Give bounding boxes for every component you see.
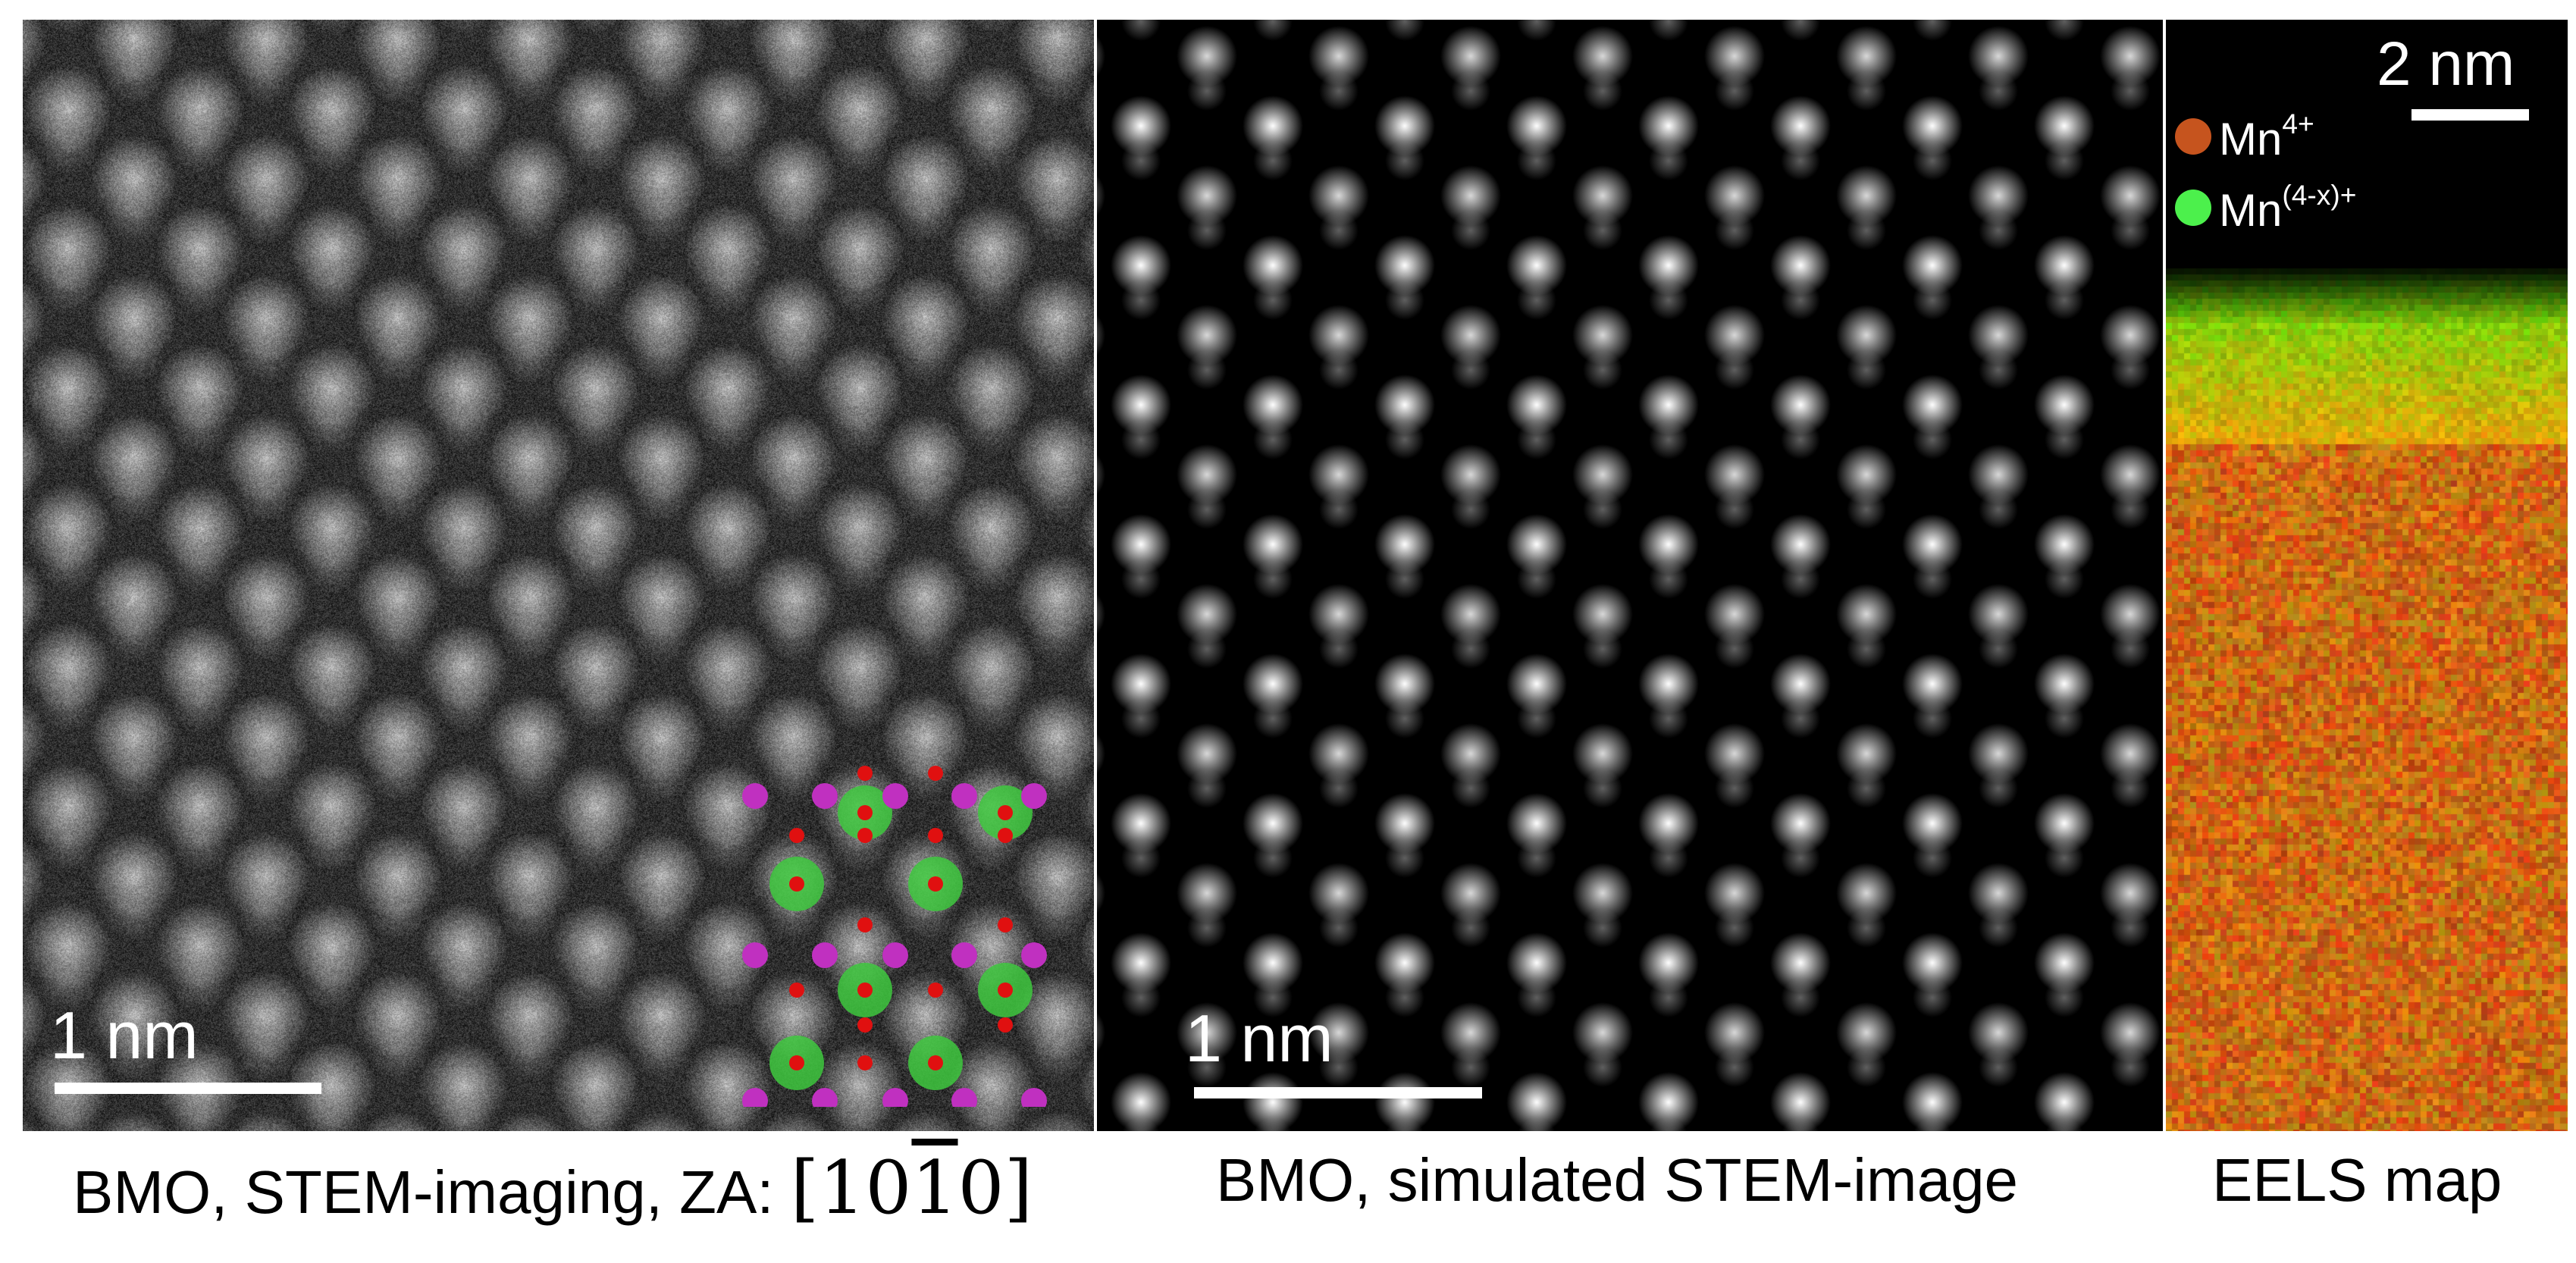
inset-purple-atom: [882, 783, 908, 809]
inset-red-atom: [928, 876, 943, 892]
inset-red-atom: [789, 1055, 804, 1070]
zone-axis: [1010]: [791, 1145, 1033, 1230]
inset-red-atom: [998, 917, 1013, 932]
caption-simulated: BMO, simulated STEM-image: [1216, 1141, 2018, 1220]
eels-map-panel: 2 nm Mn4+ Mn(4-x)+: [2166, 20, 2568, 1131]
scalebar-simulated: [1194, 1087, 1482, 1098]
inset-purple-atom: [882, 942, 908, 968]
legend-item-mn4-x: Mn(4-x)+: [2175, 179, 2357, 237]
inset-red-atom: [857, 1017, 873, 1033]
scalebar-label-simulated: 1 nm: [1185, 1005, 1333, 1072]
inset-red-atom: [857, 766, 873, 781]
inset-red-atom: [928, 766, 943, 781]
stem-image-panel: 1 nm: [23, 20, 1094, 1131]
inset-purple-atom: [882, 1088, 908, 1107]
legend-item-mn4: Mn4+: [2175, 108, 2314, 165]
scalebar-stem: [55, 1083, 321, 1094]
caption-eels: EELS map: [2212, 1141, 2502, 1220]
inset-purple-atom: [1021, 783, 1047, 809]
inset-red-atom: [857, 828, 873, 843]
inset-red-atom: [789, 876, 804, 892]
legend-swatch-mn4-x: [2175, 190, 2211, 226]
caption-stem-text: BMO, STEM-imaging, ZA:: [73, 1158, 791, 1226]
inset-red-atom: [928, 983, 943, 998]
inset-red-atom: [928, 1055, 943, 1070]
caption-stem: BMO, STEM-imaging, ZA: [1010]: [73, 1141, 1033, 1236]
inset-red-atom: [857, 805, 873, 820]
crystal-structure-inset: [740, 751, 1094, 1107]
scalebar-label-stem: 1 nm: [50, 1002, 199, 1069]
inset-red-atom: [857, 1055, 873, 1070]
inset-red-atom: [998, 828, 1013, 843]
inset-red-atom: [998, 805, 1013, 820]
inset-red-atom: [998, 983, 1013, 998]
inset-purple-atom: [951, 1088, 977, 1107]
inset-red-atom: [857, 917, 873, 932]
inset-purple-atom: [951, 783, 977, 809]
inset-purple-atom: [812, 783, 838, 809]
inset-purple-atom: [1021, 1088, 1047, 1107]
inset-red-atom: [789, 828, 804, 843]
inset-purple-atom: [1021, 942, 1047, 968]
inset-purple-atom: [742, 1088, 768, 1107]
inset-red-atom: [857, 983, 873, 998]
inset-red-atom: [998, 1017, 1013, 1033]
legend-label-mn4: Mn4+: [2219, 108, 2314, 165]
inset-purple-atom: [742, 942, 768, 968]
inset-purple-atom: [812, 1088, 838, 1107]
legend-swatch-mn4: [2175, 118, 2211, 155]
inset-red-atom: [789, 983, 804, 998]
scalebar-eels: [2411, 109, 2529, 121]
scalebar-label-eels: 2 nm: [2377, 33, 2515, 96]
inset-purple-atom: [742, 783, 768, 809]
simulated-image-panel: 1 nm: [1097, 20, 2163, 1131]
legend-label-mn4-x: Mn(4-x)+: [2219, 179, 2357, 237]
inset-purple-atom: [951, 942, 977, 968]
inset-purple-atom: [812, 942, 838, 968]
inset-red-atom: [928, 828, 943, 843]
simulated-image: [1097, 20, 2163, 1131]
